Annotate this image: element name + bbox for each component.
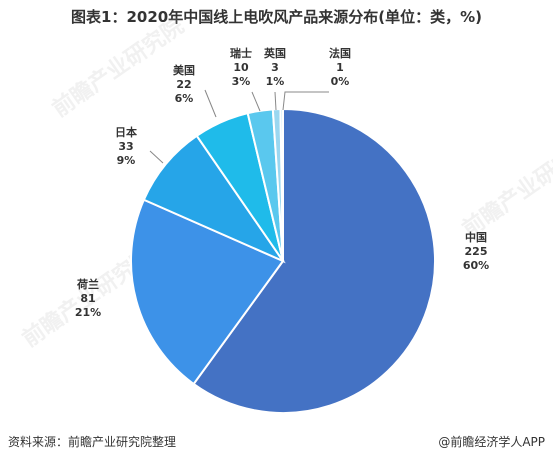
slice-name-label-france: 法国 <box>329 46 351 60</box>
slice-value-label-usa: 22 <box>176 78 191 91</box>
slice-percent-label-netherlands: 21% <box>75 306 101 319</box>
slice-name-label-japan: 日本 <box>115 125 137 139</box>
slice-name-label-netherlands: 荷兰 <box>76 277 99 291</box>
leader-line-france <box>282 91 329 111</box>
slice-percent-label-china: 60% <box>463 259 489 272</box>
leader-lines <box>149 89 329 164</box>
leader-line-japan <box>149 150 164 164</box>
leader-line-uk <box>274 91 277 111</box>
slice-value-label-netherlands: 81 <box>80 292 95 305</box>
chart-title: 图表1：2020年中国线上电吹风产品来源分布(单位：类，%) <box>71 8 482 26</box>
pie-slice-netherlands <box>130 198 285 386</box>
slice-value-label-japan: 33 <box>118 140 133 153</box>
slice-value-label-france: 1 <box>336 61 344 74</box>
source-note: 资料来源：前瞻产业研究院整理 <box>8 435 177 449</box>
slice-name-label-switzerland: 瑞士 <box>230 46 252 60</box>
slice-name-label-usa: 美国 <box>173 63 195 77</box>
slice-value-label-switzerland: 10 <box>233 61 249 74</box>
leader-line-usa <box>204 89 217 118</box>
slice-value-label-china: 225 <box>465 245 488 258</box>
slice-name-label-uk: 英国 <box>263 46 286 60</box>
pie-slice-japan <box>142 134 286 264</box>
slice-percent-label-usa: 6% <box>175 92 194 105</box>
pie-slices <box>130 107 436 414</box>
slice-name-label-china: 中国 <box>465 230 487 244</box>
slice-percent-label-japan: 9% <box>117 154 136 167</box>
pie-slice-china <box>192 107 436 414</box>
brand-credit: @前瞻经济学人APP <box>438 435 545 449</box>
slice-value-label-uk: 3 <box>271 61 279 74</box>
slice-percent-label-france: 0% <box>331 75 350 88</box>
slice-percent-label-switzerland: 3% <box>232 75 251 88</box>
slice-percent-label-uk: 1% <box>266 75 285 88</box>
leader-line-switzerland <box>251 91 261 112</box>
